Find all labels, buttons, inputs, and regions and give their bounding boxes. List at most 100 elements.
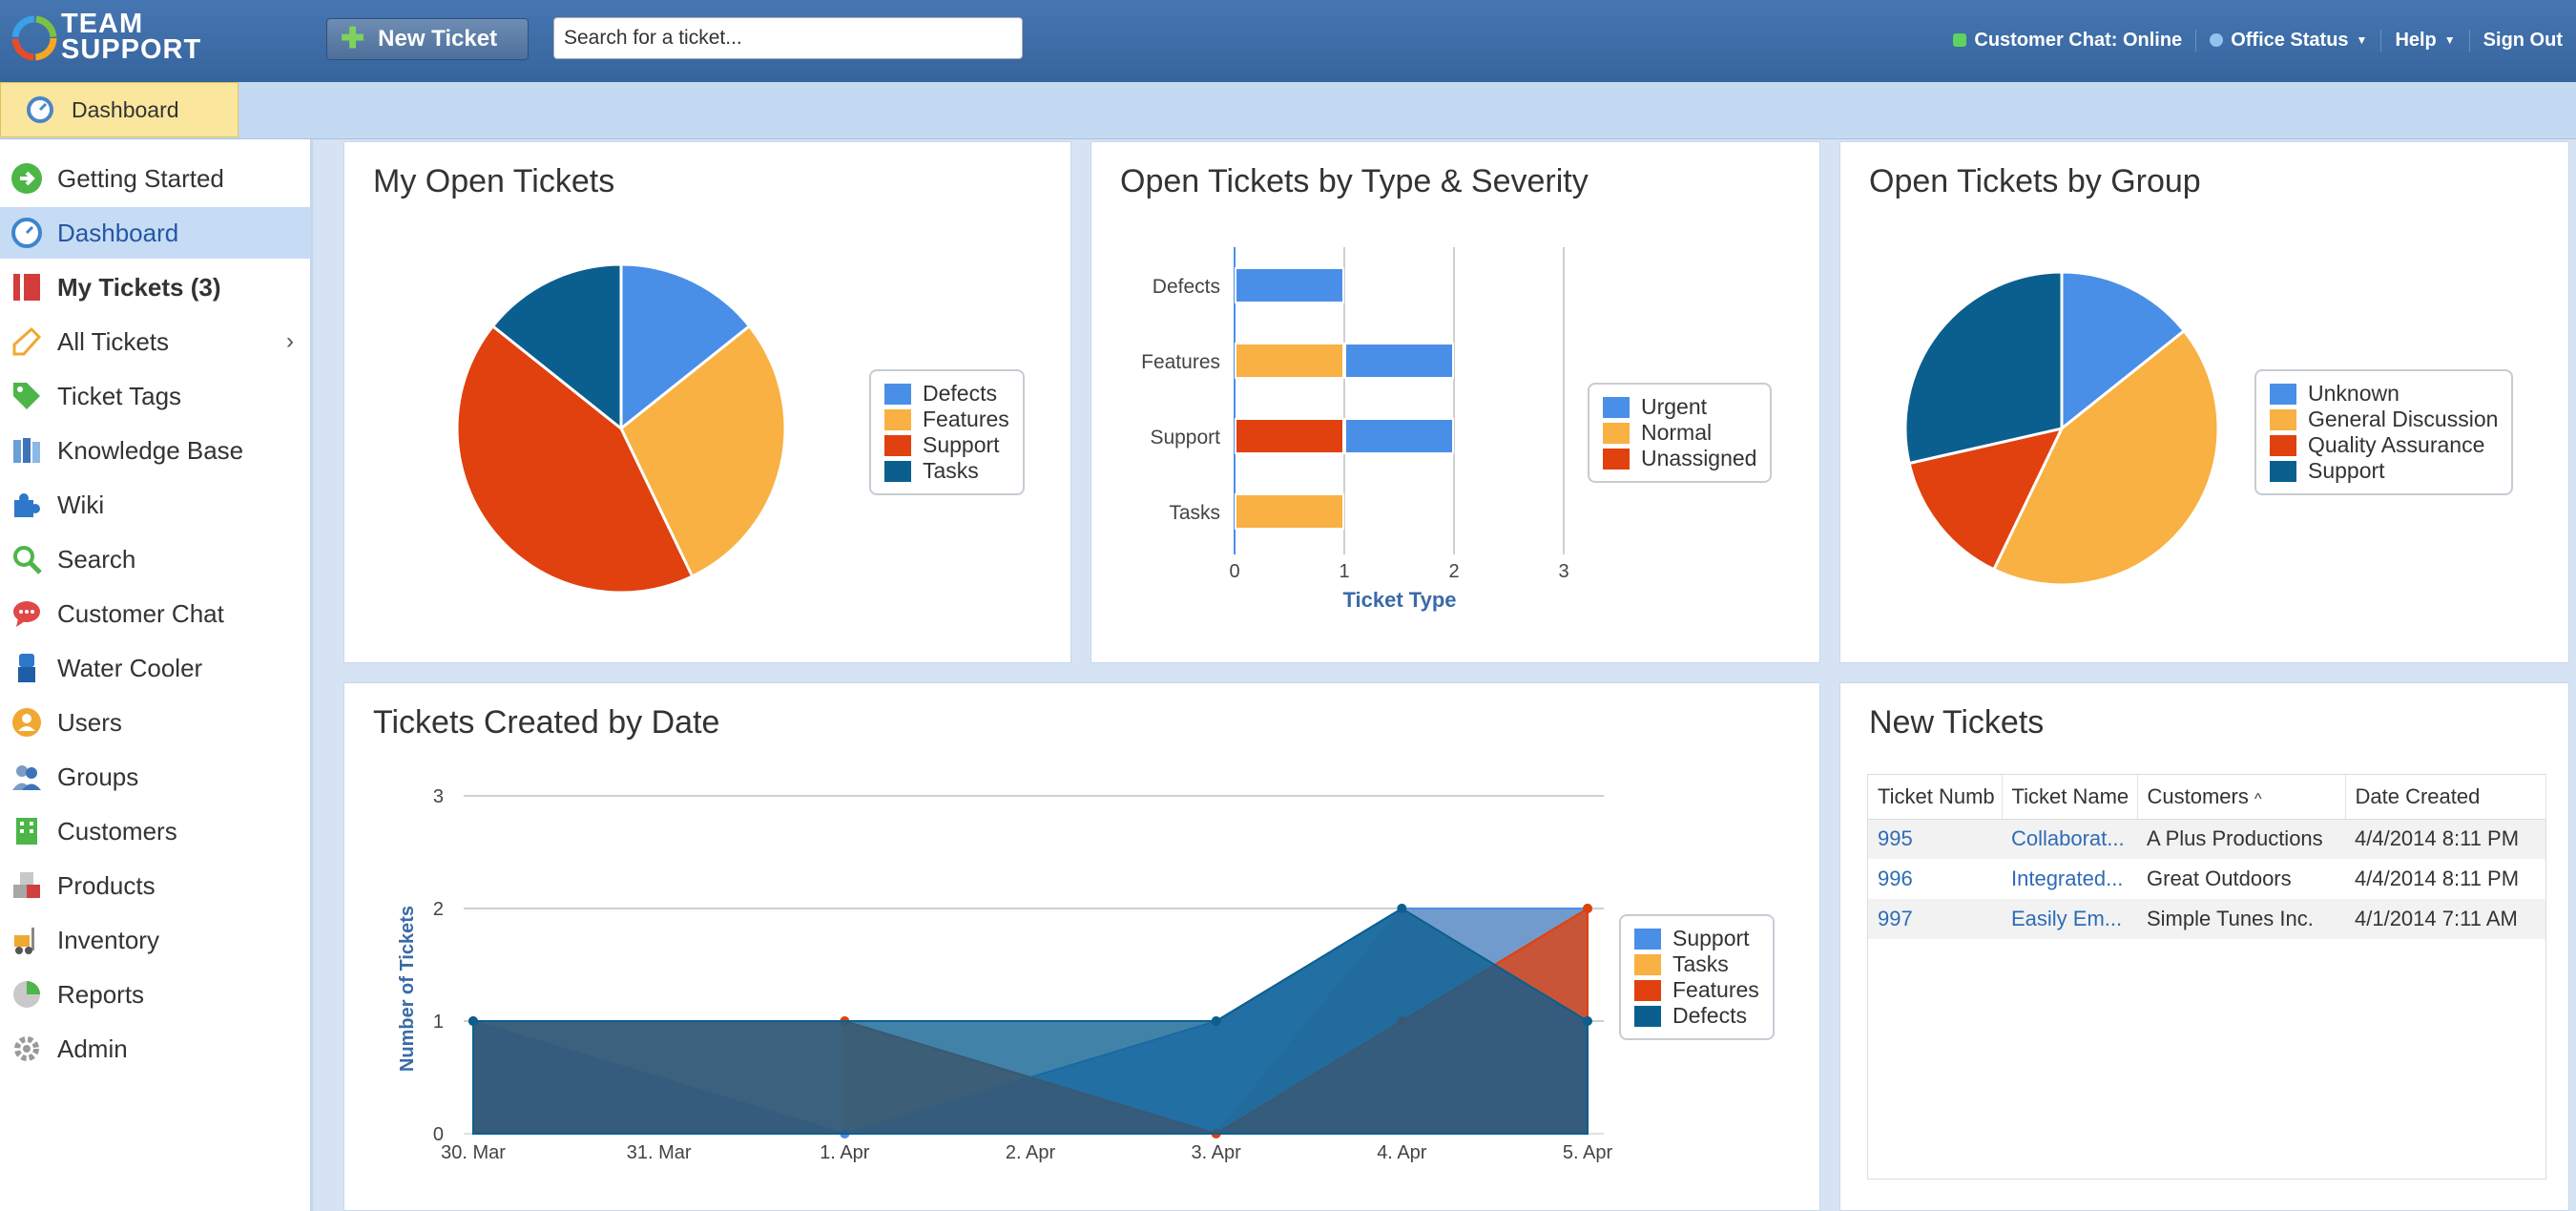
legend-label: Normal <box>1641 420 1713 445</box>
legend-item[interactable]: Unknown <box>2270 381 2498 407</box>
ticket-number-cell[interactable]: 995 <box>1868 819 2002 859</box>
x-tick-label: 2. Apr <box>1006 1142 1056 1163</box>
bar-features-urgent <box>1344 343 1454 379</box>
legend-item[interactable]: Support <box>1634 926 1759 951</box>
sidebar-item-reports[interactable]: Reports <box>0 969 311 1020</box>
data-point-features <box>1583 904 1592 913</box>
office-status-menu[interactable]: Office Status ▼ <box>2195 29 2380 52</box>
ticket-search-input[interactable] <box>553 17 1023 59</box>
help-menu[interactable]: Help ▼ <box>2380 29 2468 52</box>
sidebar-item-customer-chat[interactable]: Customer Chat <box>0 588 311 639</box>
column-header-label: Customers <box>2147 783 2249 808</box>
ticket-name-cell[interactable]: Easily Em... <box>2002 899 2137 939</box>
sidebar-item-admin[interactable]: Admin <box>0 1023 311 1075</box>
sidebar-item-all-tickets[interactable]: All Tickets › <box>0 316 311 367</box>
sidebar-item-dashboard[interactable]: Dashboard <box>0 207 311 259</box>
legend-label: Defects <box>1672 1003 1747 1028</box>
legend-item[interactable]: General Discussion <box>2270 407 2498 432</box>
data-point-defects <box>1211 1016 1221 1026</box>
sidebar-item-customers[interactable]: Customers <box>0 805 311 857</box>
legend-item[interactable]: Quality Assurance <box>2270 432 2498 458</box>
team-support-logo[interactable]: TEAM SUPPORT <box>11 10 231 71</box>
x-tick-label: 1 <box>1339 561 1349 582</box>
ticket-number-link[interactable]: 996 <box>1878 866 1913 890</box>
data-point-defects <box>1583 1016 1592 1026</box>
legend-item[interactable]: Tasks <box>1634 951 1759 977</box>
tab-bar: Dashboard <box>0 82 2576 139</box>
sign-out-link[interactable]: Sign Out <box>2468 29 2576 52</box>
column-header-ticket-number[interactable]: Ticket Numb <box>1868 775 2003 820</box>
legend-item[interactable]: Support <box>2270 458 2498 484</box>
legend-item[interactable]: Unassigned <box>1603 446 1756 471</box>
legend-label: Support <box>2308 458 2385 483</box>
x-axis-label: Ticket Type <box>1342 588 1456 612</box>
ticket-name-link[interactable]: Collaborat... <box>2011 826 2125 851</box>
ticket-name-cell[interactable]: Integrated... <box>2002 859 2137 899</box>
x-tick-label: 5. Apr <box>1563 1142 1613 1163</box>
tab-dashboard[interactable]: Dashboard <box>0 82 239 137</box>
legend-item[interactable]: Features <box>1634 977 1759 1003</box>
sidebar-item-label: Water Cooler <box>57 653 203 682</box>
ticket-number-link[interactable]: 995 <box>1878 826 1913 851</box>
legend-label: Tasks <box>923 458 979 483</box>
legend-item[interactable]: Defects <box>1634 1003 1759 1029</box>
sidebar-item-water-cooler[interactable]: Water Cooler <box>0 642 311 694</box>
column-header-ticket-name[interactable]: Ticket Name <box>2002 775 2138 820</box>
ticket-number-link[interactable]: 997 <box>1878 907 1913 930</box>
new-ticket-label: New Ticket <box>378 26 498 52</box>
sidebar-item-label: Reports <box>57 979 145 1009</box>
panel-new-tickets: New Tickets Ticket Numb Ticket Name Cust… <box>1839 682 2569 1211</box>
legend-item[interactable]: Tasks <box>884 458 1009 484</box>
legend-label: Quality Assurance <box>2308 432 2485 457</box>
sidebar-item-getting-started[interactable]: Getting Started <box>0 153 311 204</box>
sidebar-item-inventory[interactable]: Inventory <box>0 914 311 966</box>
pie-slice-tasks <box>490 262 623 432</box>
ticket-name-link[interactable]: Easily Em... <box>2011 907 2123 930</box>
sidebar-item-search[interactable]: Search <box>0 533 311 585</box>
legend-item[interactable]: Normal <box>1603 420 1756 446</box>
top-right-menu: Customer Chat: Online Office Status ▼ He… <box>1940 23 2576 57</box>
pie-slice-quality-assurance <box>1907 426 2065 572</box>
column-header-customers[interactable]: Customers ^ <box>2137 775 2346 820</box>
chevron-down-icon: ▼ <box>2443 33 2456 47</box>
legend-item[interactable]: Support <box>884 432 1009 458</box>
table-row[interactable]: 996 Integrated... Great Outdoors 4/4/201… <box>1868 859 2545 899</box>
plus-icon: ✚ <box>341 23 365 54</box>
legend-item[interactable]: Features <box>884 407 1009 432</box>
tag-icon <box>10 379 44 413</box>
sidebar-item-label: Getting Started <box>57 163 224 193</box>
sidebar-item-wiki[interactable]: Wiki <box>0 479 311 531</box>
customer-chat-status[interactable]: Customer Chat: Online <box>1940 30 2195 52</box>
panel-title: New Tickets <box>1869 704 2045 741</box>
ticket-number-cell[interactable]: 996 <box>1868 859 2002 899</box>
table-row[interactable]: 995 Collaborat... A Plus Productions 4/4… <box>1868 819 2545 859</box>
legend-label: Features <box>923 407 1009 431</box>
column-header-date-created[interactable]: Date Created <box>2345 775 2546 820</box>
building-icon <box>10 814 44 848</box>
new-ticket-button[interactable]: ✚ New Ticket <box>326 18 529 60</box>
table-row[interactable]: 997 Easily Em... Simple Tunes Inc. 4/1/2… <box>1868 899 2545 939</box>
x-tick-label: 2 <box>1448 561 1459 582</box>
sidebar-item-groups[interactable]: Groups <box>0 751 311 803</box>
ticket-name-link[interactable]: Integrated... <box>2011 866 2124 890</box>
tickets-by-date-area-chart: 0 1 2 3 30. Mar 31. Mar 1. Apr 2. Apr 3. Apr 4. A… <box>397 786 1613 1163</box>
sidebar-item-users[interactable]: Users <box>0 697 311 748</box>
ticket-number-cell[interactable]: 997 <box>1868 899 2002 939</box>
sidebar-item-my-tickets[interactable]: My Tickets (3) <box>0 261 311 313</box>
legend-item[interactable]: Defects <box>884 381 1009 407</box>
data-point-defects <box>1397 904 1407 913</box>
sidebar-item-label: Products <box>57 870 156 900</box>
legend-item[interactable]: Urgent <box>1603 394 1756 420</box>
legend-label: General Discussion <box>2308 407 2499 431</box>
help-label: Help <box>2395 29 2437 51</box>
sidebar-item-knowledge-base[interactable]: Knowledge Base <box>0 425 311 476</box>
user-icon <box>10 705 44 740</box>
dashboard-icon <box>27 96 53 123</box>
sidebar-item-label: Admin <box>57 1034 128 1063</box>
water-cooler-icon <box>10 651 44 685</box>
legend-label: Defects <box>923 381 997 406</box>
pie-slice-support <box>1903 270 2064 466</box>
ticket-name-cell[interactable]: Collaborat... <box>2002 819 2137 859</box>
sidebar-item-products[interactable]: Products <box>0 860 311 911</box>
sidebar-item-ticket-tags[interactable]: Ticket Tags <box>0 370 311 422</box>
